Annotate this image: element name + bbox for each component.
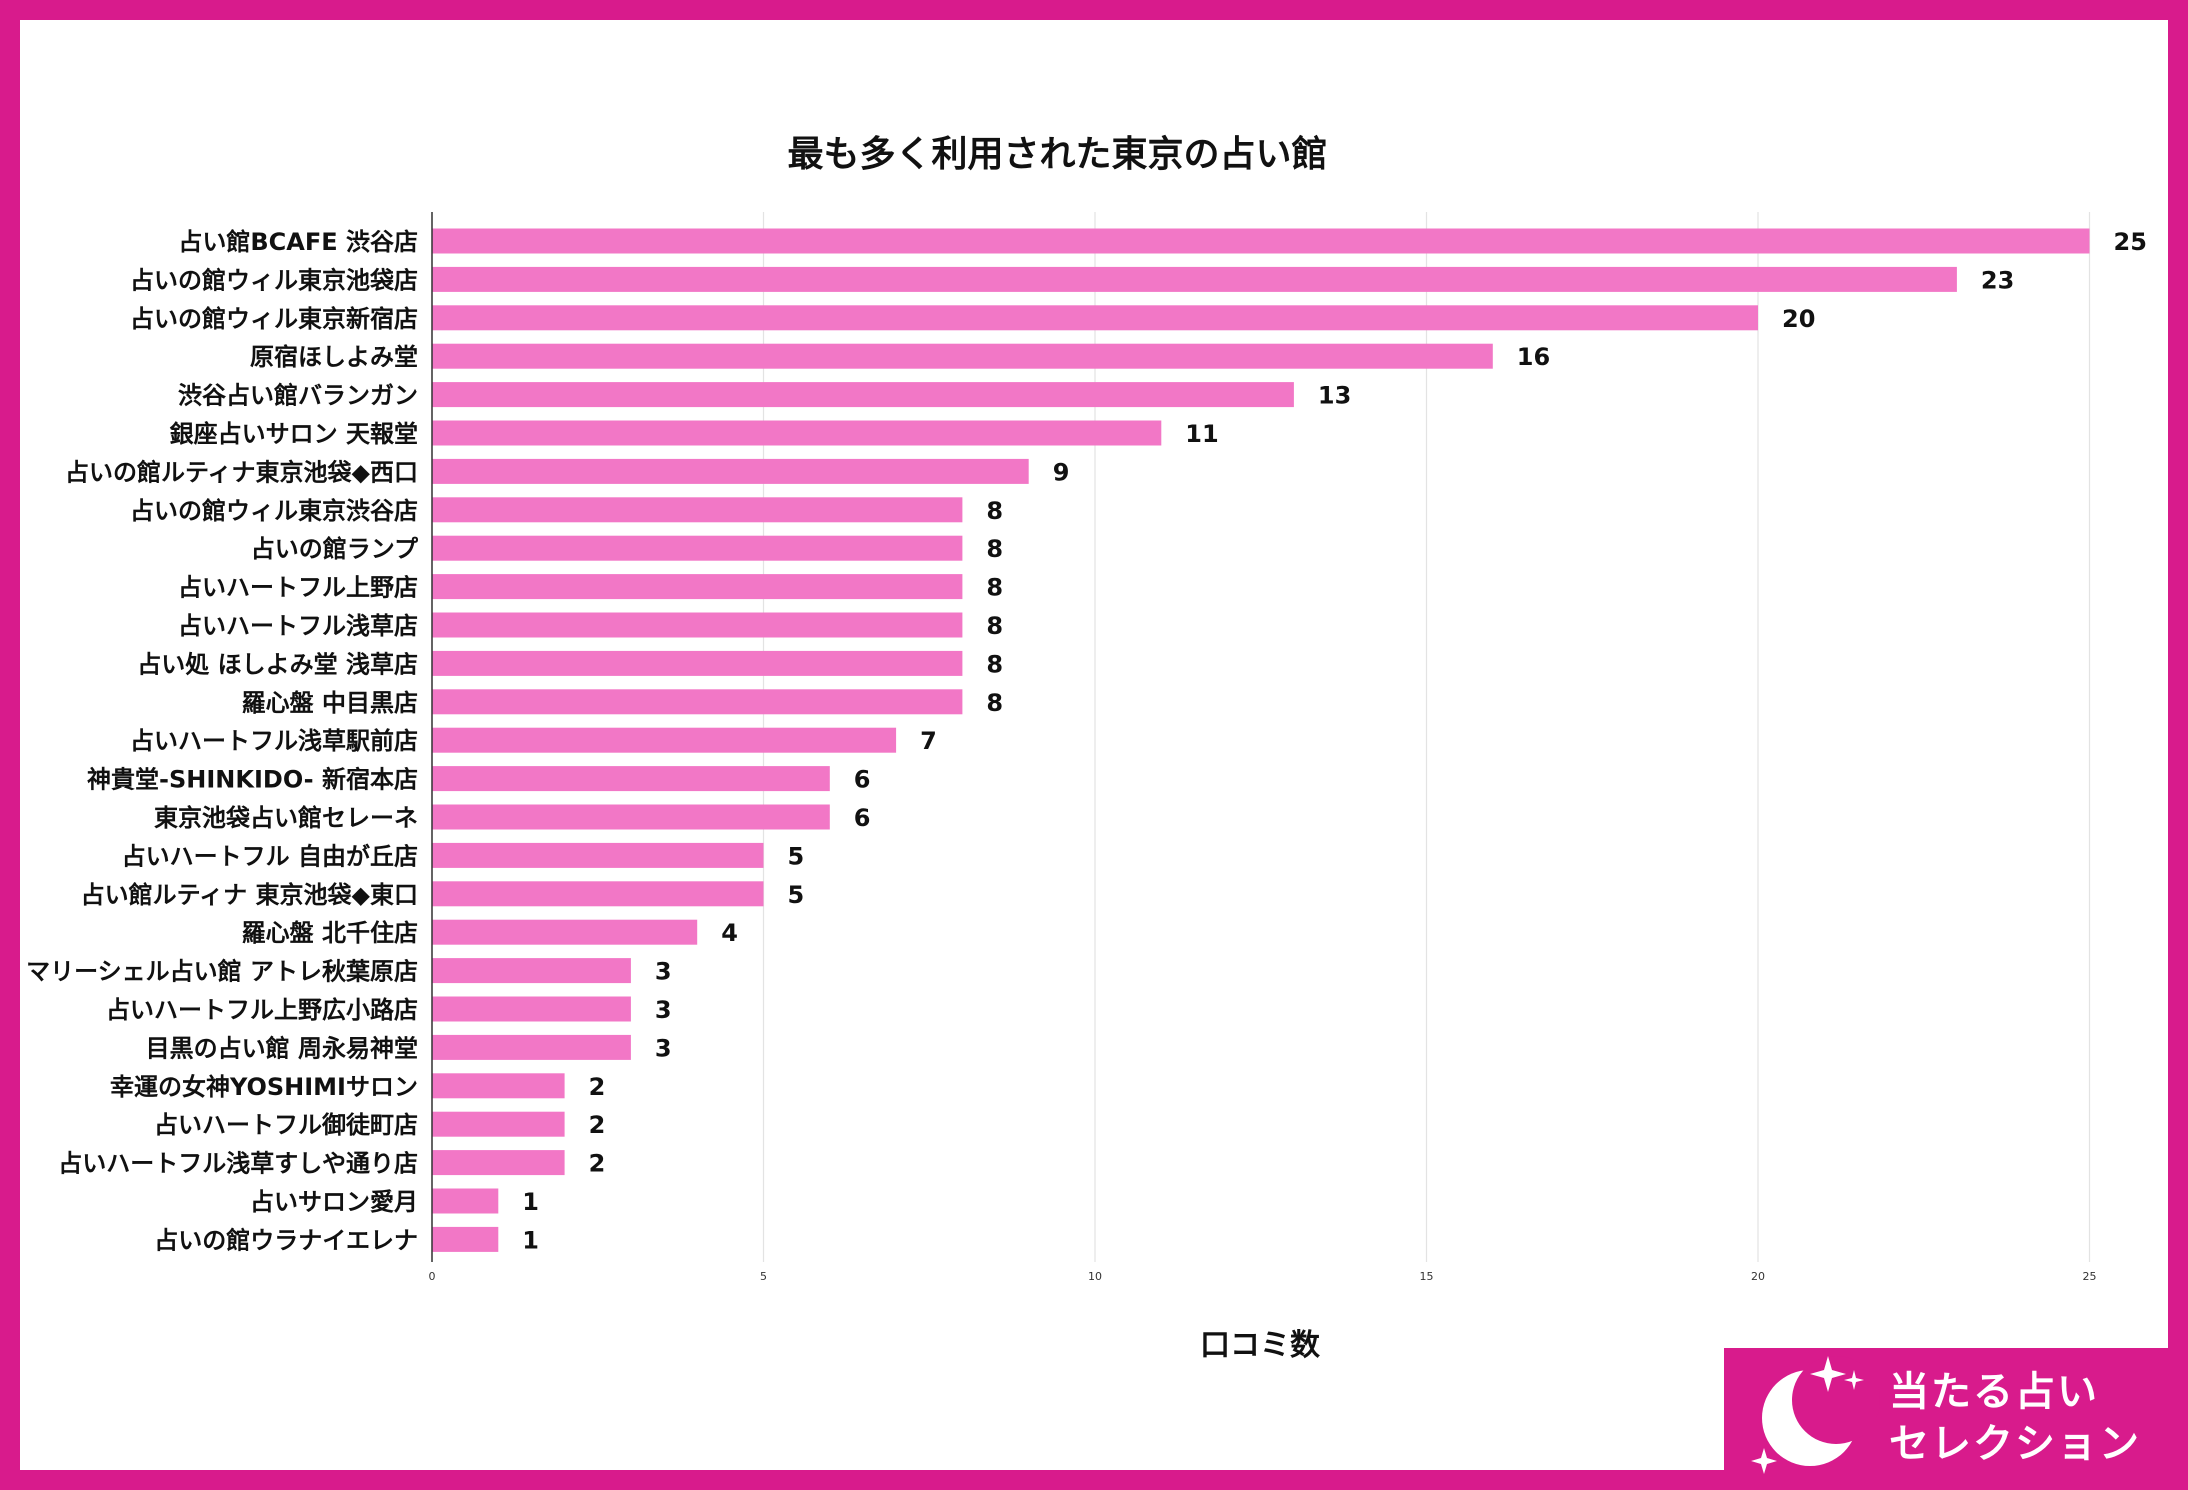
category-label: 占いの館ウィル東京渋谷店 xyxy=(130,497,418,525)
category-label: 原宿ほしよみ堂 xyxy=(250,343,418,371)
category-label: 幸運の女神YOSHIMIサロン xyxy=(110,1073,418,1101)
bar xyxy=(432,1073,565,1099)
bar xyxy=(432,1226,499,1252)
bar xyxy=(432,881,764,907)
category-label: 神貴堂-SHINKIDO- 新宿本店 xyxy=(87,766,418,794)
bar xyxy=(432,689,963,715)
bar xyxy=(432,1188,499,1214)
bar xyxy=(432,574,963,600)
moon-stars-icon xyxy=(1751,1356,1880,1474)
x-axis-label: 口コミ数 xyxy=(1200,1328,1320,1363)
category-label: 目黒の占い館 周永易神堂 xyxy=(146,1034,418,1062)
bar xyxy=(432,766,830,792)
category-label: 占いハートフル上野店 xyxy=(178,574,418,602)
bar xyxy=(432,1150,565,1176)
bar xyxy=(432,958,631,984)
category-label: 占いの館ウィル東京池袋店 xyxy=(130,266,418,294)
data-label: 5 xyxy=(788,881,805,909)
data-label: 2 xyxy=(589,1111,606,1139)
x-tick-label: 5 xyxy=(760,1270,767,1283)
data-label: 5 xyxy=(788,842,805,870)
category-label: 占いハートフル 自由が丘店 xyxy=(122,842,418,870)
category-label: 占いハートフル御徒町店 xyxy=(154,1111,418,1139)
category-label: 羅心盤 中目黒店 xyxy=(242,689,418,717)
data-label: 9 xyxy=(1053,458,1070,486)
data-label: 6 xyxy=(854,804,871,832)
bar xyxy=(432,996,631,1022)
category-label: 占いの館ウラナイエレナ xyxy=(154,1226,418,1254)
bar xyxy=(432,266,1957,292)
data-label: 3 xyxy=(655,996,672,1024)
category-label: マリーシェル占い館 アトレ秋葉原店 xyxy=(26,958,418,986)
bar xyxy=(432,1111,565,1137)
brand-logo: 当たる占い セレクション xyxy=(1724,1348,2174,1480)
data-label: 8 xyxy=(986,535,1003,563)
data-label: 2 xyxy=(589,1073,606,1101)
data-label: 8 xyxy=(986,689,1003,717)
data-label: 7 xyxy=(920,727,937,755)
category-label: 占いの館ウィル東京新宿店 xyxy=(130,305,418,333)
category-label: 羅心盤 北千住店 xyxy=(242,919,418,947)
logo-line-1: 当たる占い xyxy=(1889,1369,2099,1415)
category-label: 占いの館ランプ xyxy=(251,535,419,563)
data-label: 8 xyxy=(986,574,1003,602)
bar xyxy=(432,650,963,676)
x-tick-label: 15 xyxy=(1420,1270,1434,1283)
data-label: 16 xyxy=(1517,343,1550,371)
data-label: 4 xyxy=(721,919,738,947)
bar xyxy=(432,727,897,753)
bar xyxy=(432,497,963,523)
data-label: 8 xyxy=(986,612,1003,640)
category-label: 占いサロン愛月 xyxy=(250,1188,418,1216)
data-label: 3 xyxy=(655,1034,672,1062)
category-label: 渋谷占い館バランガン xyxy=(178,382,418,410)
data-label: 8 xyxy=(986,650,1003,678)
category-label: 占い処 ほしよみ堂 浅草店 xyxy=(137,650,418,678)
bar xyxy=(432,382,1294,408)
data-label: 2 xyxy=(589,1150,606,1178)
data-label: 1 xyxy=(522,1226,539,1254)
category-label: 占いハートフル上野広小路店 xyxy=(106,996,418,1024)
data-label: 3 xyxy=(655,958,672,986)
data-label: 8 xyxy=(986,497,1003,525)
data-label: 23 xyxy=(1981,266,2014,294)
bar xyxy=(432,458,1029,484)
x-tick-label: 0 xyxy=(429,1270,436,1283)
category-label: 銀座占いサロン 天報堂 xyxy=(170,420,418,448)
x-tick-label: 10 xyxy=(1088,1270,1102,1283)
bar xyxy=(432,842,764,868)
category-label: 占い館BCAFE 渋谷店 xyxy=(178,228,418,256)
chart-title: 最も多く利用された東京の占い館 xyxy=(787,134,1328,175)
x-tick-label: 20 xyxy=(1751,1270,1765,1283)
bar xyxy=(432,535,963,561)
bar xyxy=(432,804,830,830)
logo-line-2: セレクション xyxy=(1889,1421,2141,1467)
bar xyxy=(432,1034,631,1060)
bar xyxy=(432,343,1493,369)
data-label: 11 xyxy=(1185,420,1218,448)
data-label: 13 xyxy=(1318,382,1351,410)
bar xyxy=(432,919,698,945)
category-label: 占い館ルティナ 東京池袋◆東口 xyxy=(81,881,418,909)
data-label: 20 xyxy=(1782,305,1815,333)
category-label: 占いハートフル浅草駅前店 xyxy=(130,727,418,755)
data-label: 1 xyxy=(522,1188,539,1216)
bar xyxy=(432,612,963,638)
bar xyxy=(432,228,2090,254)
bar xyxy=(432,420,1162,446)
bar xyxy=(432,305,1758,331)
category-label: 占いハートフル浅草店 xyxy=(178,612,418,640)
data-label: 25 xyxy=(2114,228,2147,256)
category-label: 占いの館ルティナ東京池袋◆西口 xyxy=(65,458,418,486)
category-label: 東京池袋占い館セレーネ xyxy=(154,804,418,832)
category-label: 占いハートフル浅草すしや通り店 xyxy=(58,1150,418,1178)
x-tick-label: 25 xyxy=(2083,1270,2097,1283)
data-label: 6 xyxy=(854,766,871,794)
